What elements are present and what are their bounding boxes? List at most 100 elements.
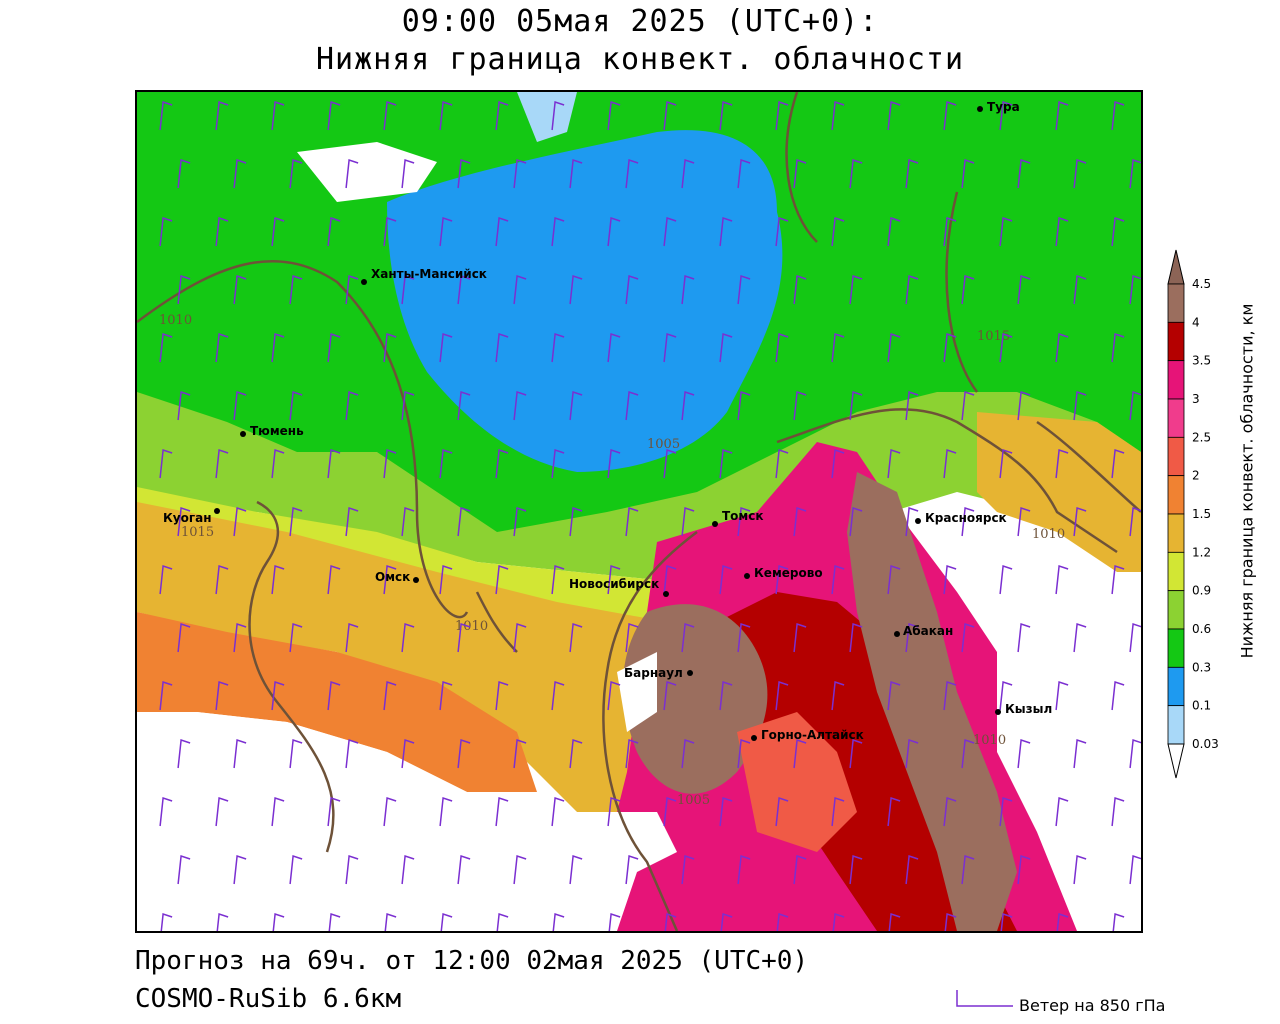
wind-barb (775, 680, 789, 711)
wind-barb (383, 332, 397, 363)
wind-barb (905, 738, 919, 769)
wind-barb (719, 448, 733, 479)
wind-barb (775, 100, 789, 131)
colorbar-swatch (1167, 398, 1185, 438)
wind-barb (607, 564, 621, 595)
colorbar-tick-label: 0.3 (1192, 660, 1211, 674)
city-novosibirsk: Новосибирск (569, 577, 669, 597)
wind-barb (887, 216, 901, 247)
wind-barb (905, 274, 919, 305)
wind-barb (793, 274, 807, 305)
wind-barb (663, 564, 677, 595)
wind-barb (737, 506, 751, 537)
wind-barb (495, 448, 509, 479)
city-label: Ханты-Мансийск (371, 267, 487, 281)
wind-barb (271, 680, 285, 711)
wind-barb (495, 332, 509, 363)
wind-barb (1129, 738, 1141, 769)
wind-barb (1111, 680, 1125, 711)
wind-barb (383, 564, 397, 595)
wind-barb (1129, 390, 1141, 421)
wind-barb (607, 216, 621, 247)
wind-barb (272, 912, 285, 931)
wind-barb (289, 506, 303, 537)
wind-barb (177, 274, 191, 305)
wind-barb (401, 854, 415, 885)
wind-barb (607, 100, 621, 131)
wind-barb (793, 390, 807, 421)
wind-barb (608, 912, 621, 931)
wind-barb (737, 854, 751, 885)
wind-barb (681, 738, 695, 769)
wind-barb (215, 100, 229, 131)
colorbar-swatch (1167, 475, 1185, 515)
wind-barb (607, 680, 621, 711)
wind-barb (625, 390, 639, 421)
wind-barb (719, 680, 733, 711)
wind-legend-label: Ветер на 850 гПа (1019, 996, 1166, 1015)
colorbar: 0.03 0.1 0.3 0.6 0.9 1.2 1.5 2 2.5 3 3.5 4 4.5 (1167, 249, 1219, 779)
colorbar-tick-label: 2.5 (1192, 430, 1211, 444)
wind-barb (1073, 274, 1087, 305)
wind-barb (831, 796, 845, 827)
city-label: Абакан (903, 624, 953, 638)
wind-barb (551, 216, 565, 247)
wind-barb (793, 158, 807, 189)
wind-barb (457, 622, 471, 653)
wind-barb (216, 912, 229, 931)
wind-barb (737, 738, 751, 769)
wind-barb (569, 390, 583, 421)
forecast-map: 1010 1015 1005 1015 1010 1010 1005 1010 … (135, 90, 1143, 933)
wind-barb (569, 738, 583, 769)
wind-barb (737, 274, 751, 305)
city-label: Кызыл (1005, 702, 1052, 716)
wind-barb (495, 680, 509, 711)
wind-barb (1111, 448, 1125, 479)
wind-barb (1017, 390, 1031, 421)
wind-barb (943, 680, 957, 711)
model-info: COSMO-RuSib 6.6км (135, 984, 402, 1014)
wind-barb (999, 564, 1013, 595)
wind-barb (233, 506, 247, 537)
wind-barb (1111, 564, 1125, 595)
wind-barb (457, 506, 471, 537)
wind-barb (401, 158, 415, 189)
wind-barb (793, 854, 807, 885)
city-tomsk: Томск (712, 509, 764, 527)
wind-barb (943, 100, 957, 131)
city-tyumen: Тюмень (240, 424, 304, 438)
colorbar-swatch (1167, 743, 1185, 779)
wind-barb (495, 796, 509, 827)
wind-barb (401, 274, 415, 305)
gap-east (997, 512, 1141, 752)
wind-barb (215, 564, 229, 595)
wind-barb (159, 216, 173, 247)
wind-barb (625, 274, 639, 305)
wind-barb (961, 274, 975, 305)
wind-barb (439, 100, 453, 131)
city-label: Горно-Алтайск (761, 728, 864, 742)
wind-barb (999, 796, 1013, 827)
wind-barb (775, 332, 789, 363)
city-label: Тюмень (250, 424, 304, 438)
wind-barb (457, 738, 471, 769)
wind-barb (999, 100, 1013, 131)
colorbar-tick-label: 0.6 (1192, 622, 1211, 636)
wind-barb (1073, 158, 1087, 189)
wind-barb (849, 506, 863, 537)
colorbar-swatch (1167, 705, 1185, 745)
wind-barb (1017, 158, 1031, 189)
wind-barb (327, 448, 341, 479)
wind-barb (831, 332, 845, 363)
wind-barb (177, 390, 191, 421)
wind-barb (663, 332, 677, 363)
wind-barb (401, 622, 415, 653)
city-barnaul: Барнаул (624, 666, 693, 680)
wind-barb (663, 216, 677, 247)
colorbar-swatch (1167, 360, 1185, 400)
wind-barb (1111, 796, 1125, 827)
wind-barb (905, 854, 919, 885)
wind-barb (215, 680, 229, 711)
wind-barb (159, 564, 173, 595)
colorbar-swatch (1167, 628, 1185, 668)
